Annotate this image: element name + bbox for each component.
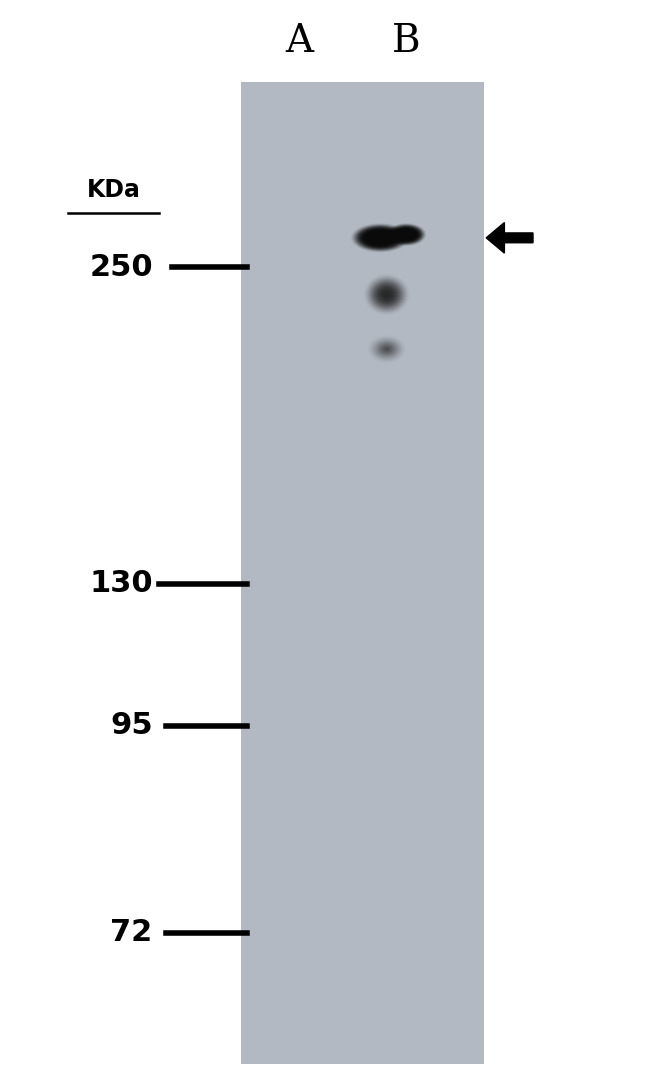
Ellipse shape [387,224,426,245]
Ellipse shape [363,229,398,247]
Ellipse shape [374,235,386,241]
Ellipse shape [404,233,409,236]
Ellipse shape [357,226,404,250]
Text: B: B [392,23,421,60]
Ellipse shape [400,231,412,238]
Ellipse shape [356,226,405,250]
Ellipse shape [358,227,403,249]
Ellipse shape [354,225,407,251]
Ellipse shape [384,347,389,351]
Ellipse shape [398,230,415,239]
Ellipse shape [381,345,393,353]
Ellipse shape [385,293,388,296]
Bar [240,82,484,1064]
Ellipse shape [372,339,401,359]
Ellipse shape [389,225,424,244]
Ellipse shape [378,287,395,302]
Text: 95: 95 [110,711,153,740]
Ellipse shape [395,228,418,241]
Ellipse shape [396,229,416,240]
Text: 72: 72 [111,919,153,947]
Ellipse shape [374,284,399,305]
Ellipse shape [372,281,402,308]
Ellipse shape [390,226,422,243]
Ellipse shape [404,233,408,236]
FancyArrow shape [486,223,533,253]
Ellipse shape [377,341,396,357]
Ellipse shape [367,231,394,244]
Text: A: A [285,23,313,60]
Ellipse shape [402,232,411,237]
Ellipse shape [378,237,382,239]
Ellipse shape [388,224,424,245]
Ellipse shape [403,232,410,237]
Ellipse shape [401,231,411,238]
Ellipse shape [377,286,396,303]
Ellipse shape [365,230,396,245]
Ellipse shape [372,233,389,242]
Ellipse shape [370,232,391,243]
Ellipse shape [393,227,419,242]
Ellipse shape [359,228,401,248]
Ellipse shape [395,228,417,241]
Ellipse shape [391,226,422,243]
Text: 130: 130 [89,570,153,598]
Ellipse shape [373,283,400,307]
Ellipse shape [367,277,406,312]
Ellipse shape [400,231,413,238]
Ellipse shape [366,230,395,245]
Ellipse shape [387,224,425,245]
Ellipse shape [376,236,384,240]
Ellipse shape [391,226,421,243]
Ellipse shape [381,289,393,300]
Ellipse shape [399,230,413,239]
Ellipse shape [378,343,395,356]
Ellipse shape [375,236,385,240]
Ellipse shape [398,230,414,239]
Ellipse shape [383,291,391,298]
Ellipse shape [380,344,394,355]
Ellipse shape [382,346,391,352]
Ellipse shape [371,280,402,309]
Ellipse shape [371,233,389,242]
Ellipse shape [369,232,391,243]
Ellipse shape [361,228,400,248]
Ellipse shape [405,233,408,236]
Ellipse shape [354,225,406,251]
Ellipse shape [364,230,396,245]
Ellipse shape [361,229,399,247]
Ellipse shape [366,276,408,313]
Ellipse shape [397,229,415,240]
Ellipse shape [369,278,405,311]
Ellipse shape [368,231,393,244]
Ellipse shape [396,228,417,240]
Ellipse shape [373,235,387,241]
Ellipse shape [384,292,389,297]
Ellipse shape [382,290,391,299]
Text: 250: 250 [89,253,153,281]
Ellipse shape [374,340,399,358]
Ellipse shape [359,227,402,249]
Ellipse shape [376,341,398,357]
Ellipse shape [377,237,384,239]
Ellipse shape [393,227,420,242]
Ellipse shape [389,225,423,244]
Ellipse shape [385,348,388,350]
Text: KDa: KDa [87,178,140,202]
Ellipse shape [371,338,402,360]
Ellipse shape [376,285,398,304]
Ellipse shape [352,224,409,252]
Ellipse shape [370,279,404,310]
Ellipse shape [392,227,421,242]
Ellipse shape [352,224,408,252]
Ellipse shape [380,288,394,301]
